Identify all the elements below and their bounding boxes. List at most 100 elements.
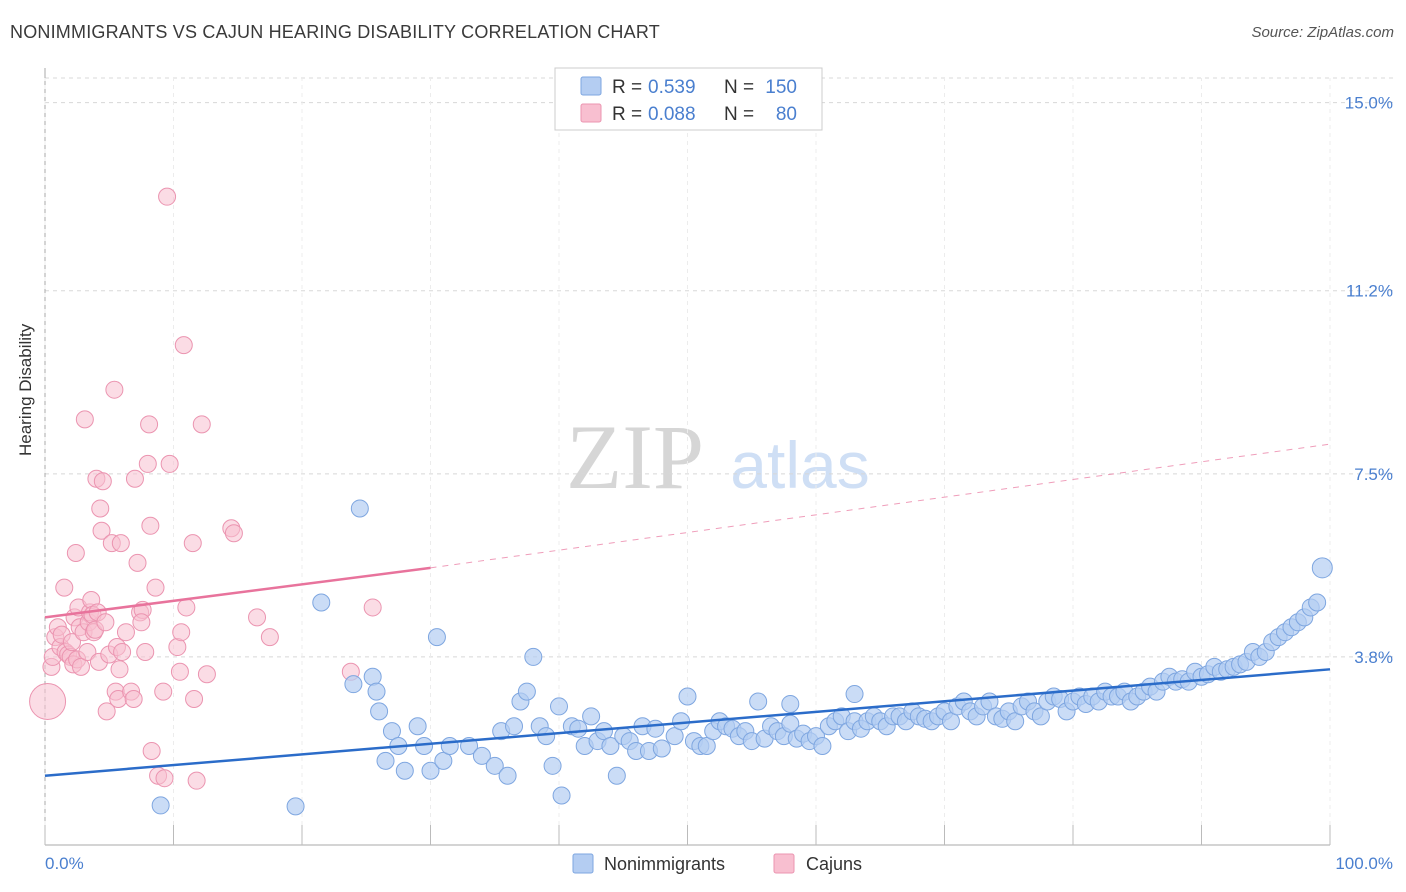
cajun-point <box>96 613 115 632</box>
cajun-point <box>78 642 97 661</box>
nonimmigrants-trend-line <box>44 668 1331 777</box>
cajun-point <box>97 702 116 721</box>
cajuns-trend-extension <box>430 443 1331 569</box>
bottom-legend-swatch-cajuns <box>773 853 795 874</box>
nonimmigrant-point <box>344 675 363 694</box>
cajun-point <box>155 769 174 788</box>
nonimmigrant-point <box>517 682 536 701</box>
nonimmigrant-point <box>652 739 671 758</box>
cajun-point <box>142 741 161 760</box>
cajun-point <box>146 578 165 597</box>
cajun-point <box>93 472 112 491</box>
nonimmigrant-point <box>552 786 571 805</box>
y-tick-label-15-0: 15.0% <box>1345 94 1393 113</box>
cajun-point <box>192 415 211 434</box>
legend-n-value-0: 150 <box>765 77 797 98</box>
cajun-point <box>248 608 267 627</box>
legend-swatch-cajuns <box>580 103 602 123</box>
cajun-point <box>197 665 216 684</box>
watermark: ZIP atlas <box>566 406 870 508</box>
nonimmigrant-point <box>781 694 800 713</box>
trend-lines <box>44 443 1331 777</box>
cajun-point <box>116 623 135 642</box>
y-axis-label: Hearing Disability <box>16 323 35 456</box>
cajun-point <box>128 553 147 572</box>
x-ticks <box>44 78 1331 845</box>
nonimmigrant-point <box>607 766 626 785</box>
legend-swatch-nonimmigrants <box>580 76 602 96</box>
cajun-point <box>62 633 81 652</box>
bottom-legend-cajuns: Cajuns <box>806 854 862 874</box>
nonimmigrant-point <box>601 737 620 756</box>
cajun-point <box>170 662 189 681</box>
cajun-point <box>140 415 159 434</box>
cajun-point <box>92 521 111 540</box>
nonimmigrant-point <box>543 756 562 775</box>
nonimmigrant-point <box>1311 557 1333 579</box>
nonimmigrant-point <box>363 667 382 686</box>
x-tick-label-0: 0.0% <box>45 854 84 873</box>
chart-title: NONIMMIGRANTS VS CAJUN HEARING DISABILIT… <box>10 22 660 42</box>
legend-r-label-1: R = <box>612 104 642 125</box>
watermark-atlas: atlas <box>730 428 869 502</box>
cajun-point <box>158 187 177 206</box>
nonimmigrant-point <box>1006 712 1025 731</box>
nonimmigrant-point <box>665 727 684 746</box>
legend-n-label-0: N = <box>724 77 754 98</box>
nonimmigrant-point <box>569 719 588 738</box>
y-tick-label-3-8: 3.8% <box>1354 648 1393 667</box>
nonimmigrant-point <box>582 707 601 726</box>
cajun-point <box>168 638 187 657</box>
cajun-point <box>55 578 74 597</box>
cajun-point <box>105 380 124 399</box>
cajun-point <box>185 690 204 709</box>
nonimmigrant-point <box>440 737 459 756</box>
nonimmigrant-point <box>941 712 960 731</box>
cajun-point <box>110 660 129 679</box>
cajun-point <box>172 623 191 642</box>
legend-r-value-1: 0.088 <box>648 104 696 125</box>
cajun-point <box>132 613 151 632</box>
cajun-point <box>141 516 160 535</box>
nonimmigrant-point <box>151 796 170 815</box>
cajuns-trend-line <box>44 566 431 619</box>
cajun-point <box>66 544 85 563</box>
cajun-point <box>187 771 206 790</box>
cajun-point <box>154 682 173 701</box>
cajun-point <box>75 410 94 429</box>
nonimmigrant-point <box>434 751 453 770</box>
nonimmigrant-point <box>813 737 832 756</box>
legend-n-label-1: N = <box>724 104 754 125</box>
x-tick-label-100: 100.0% <box>1335 854 1393 873</box>
nonimmigrant-point <box>505 717 524 736</box>
nonimmigrants-points <box>151 499 1333 816</box>
nonimmigrant-point <box>672 712 691 731</box>
cajun-point <box>71 657 90 676</box>
cajuns-points <box>29 187 382 790</box>
nonimmigrant-point <box>472 746 491 765</box>
watermark-zip: ZIP <box>566 406 704 508</box>
cajun-point <box>29 682 67 720</box>
cajun-point <box>111 534 130 553</box>
bottom-legend-swatch-nonimmigrants <box>572 853 594 874</box>
source-credit: Source: ZipAtlas.com <box>1251 24 1394 41</box>
cajun-point <box>174 336 193 355</box>
cajun-point <box>125 469 144 488</box>
cajun-point <box>138 454 157 473</box>
cajun-point <box>160 454 179 473</box>
cajun-point <box>260 628 279 647</box>
legend-bottom: Nonimmigrants Cajuns <box>572 853 862 874</box>
nonimmigrant-point <box>376 751 395 770</box>
nonimmigrant-point <box>678 687 697 706</box>
cajun-point <box>136 642 155 661</box>
cajun-point <box>91 499 110 518</box>
nonimmigrant-point <box>845 685 864 704</box>
y-tick-labels: 3.8% 7.5% 11.2% 15.0% <box>1345 94 1393 667</box>
legend-r-value-0: 0.539 <box>648 77 696 98</box>
bottom-legend-nonimmigrants: Nonimmigrants <box>604 854 725 874</box>
nonimmigrant-point <box>421 761 440 780</box>
y-tick-label-7-5: 7.5% <box>1354 465 1393 484</box>
nonimmigrant-point <box>537 727 556 746</box>
legend-top: R = 0.539 N = 150 R = 0.088 N = 80 <box>554 67 823 131</box>
nonimmigrant-point <box>312 593 331 612</box>
